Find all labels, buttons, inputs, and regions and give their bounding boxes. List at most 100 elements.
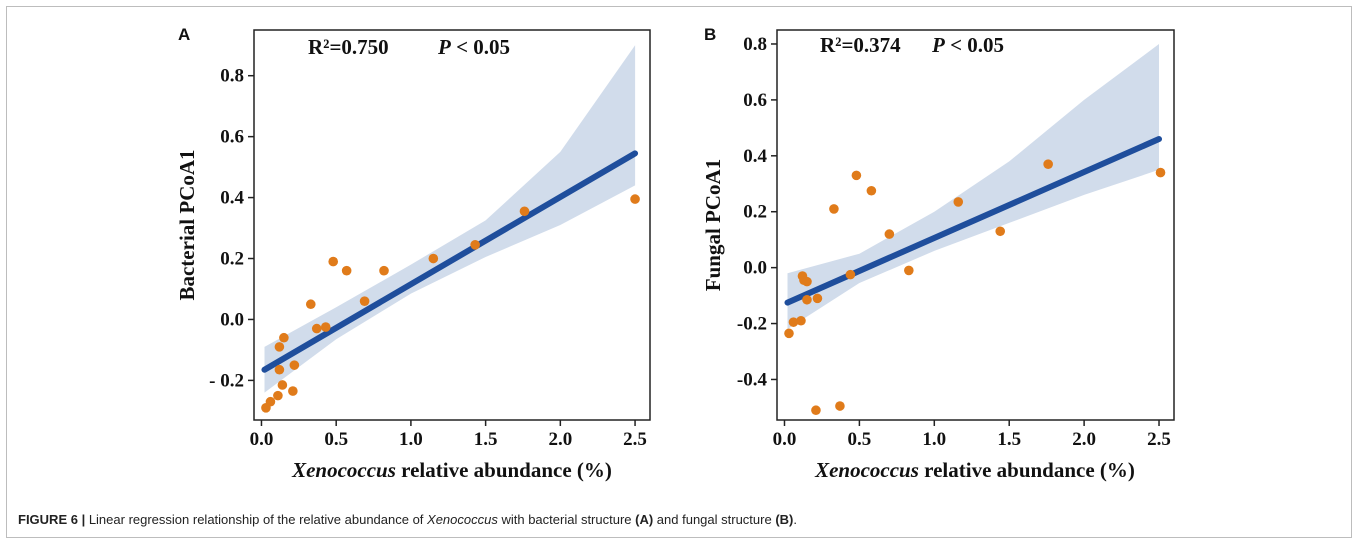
y-tick-label-b-5: 0.6 [743,90,767,111]
data-point-a-19 [630,194,640,204]
data-point-a-18 [519,206,530,217]
points-layer-b [784,159,1166,416]
data-point-b-19 [1155,167,1166,178]
stat-p-label-b: P [931,33,945,57]
y-ticks-b: -0.4 -0.2 0.0 0.2 0.4 0.6 0.8 [737,34,777,390]
caption-text-1: Linear regression relationship of the re… [85,512,428,527]
data-point-b-16 [953,197,964,207]
data-point-a-15 [379,265,389,276]
regression-line-b [784,136,1163,306]
plot-frame-b [776,29,1175,421]
confidence-band-a [264,45,636,393]
data-point-a-8 [289,360,300,370]
y-tick-label-b-6: 0.8 [743,34,767,55]
x-tick-label-b-2: 1.0 [922,429,946,450]
data-point-b-9 [829,204,839,214]
data-point-a-7 [279,332,289,343]
data-point-a-13 [341,265,352,276]
fit-line-layer-a [261,150,639,373]
data-point-a-11 [320,322,331,332]
x-axis-label-a: Xenococcus relative abundance (%) [291,458,612,482]
x-axis-label-rest-a: relative abundance (%) [396,458,612,482]
data-point-b-11 [845,269,856,280]
y-tick-label-a-0: - 0.2 [209,370,244,391]
x-axis-label-b: Xenococcus relative abundance (%) [814,458,1135,482]
panel-a: A R²=0.750 P < 0.05 Xenococcus relative … [175,25,651,482]
data-point-b-7 [811,405,821,416]
data-point-a-17 [470,240,480,250]
figure-frame [6,6,1352,538]
y-tick-label-a-3: 0.4 [220,188,244,209]
data-point-a-3 [277,380,288,390]
y-tick-label-a-2: 0.2 [220,249,244,270]
x-ticks-b: 0.0 0.5 1.0 1.5 2.0 2.5 [773,420,1171,450]
data-point-b-1 [788,317,799,327]
x-tick-label-a-5: 2.5 [623,429,647,450]
y-axis-label-a: Bacterial PCoA1 [175,149,199,300]
stat-p-b: P < 0.05 [931,33,1004,57]
y-tick-label-a-5: 0.8 [220,66,244,87]
data-point-a-1 [265,396,276,407]
data-point-b-8 [812,293,823,304]
points-layer-a [261,194,640,413]
plot-frame-a [253,29,651,421]
caption-genus: Xenococcus [427,512,498,527]
caption-ref-b: (B) [775,512,794,527]
data-point-a-4 [288,386,298,396]
regression-line-a [261,150,639,373]
data-point-a-12 [328,256,339,267]
data-point-b-18 [1043,159,1053,169]
y-tick-label-a-4: 0.6 [220,127,244,148]
confidence-band-layer-a [264,45,636,393]
x-tick-label-a-3: 1.5 [474,429,498,450]
x-tick-label-b-3: 1.5 [997,429,1021,450]
y-tick-label-b-4: 0.4 [743,146,767,167]
data-point-a-9 [305,299,316,310]
confidence-band-layer-b [787,44,1159,330]
stat-p-label-a: P [437,35,451,59]
data-point-b-14 [884,229,895,239]
caption-text-2: with bacterial structure [497,512,636,527]
data-point-b-17 [995,226,1006,237]
y-tick-label-b-1: -0.2 [737,314,767,335]
data-point-a-14 [359,296,370,306]
panel-letter-a: A [178,25,190,44]
stat-p-rest-a: < 0.05 [451,35,510,59]
data-point-b-2 [796,315,806,326]
x-tick-label-a-2: 1.0 [399,429,423,450]
stat-r2-a: R²=0.750 [308,35,389,59]
data-point-a-16 [428,253,439,264]
data-point-b-13 [866,185,877,196]
data-point-b-15 [904,265,914,276]
caption-label: FIGURE 6 | [18,512,86,527]
y-ticks-a: - 0.2 0.0 0.2 0.4 0.6 0.8 [209,66,254,391]
y-axis-label-b: Fungal PCoA1 [701,159,725,291]
panel-letter-b: B [704,25,716,44]
caption-text-4: . [793,512,797,527]
data-point-a-2 [273,390,283,401]
x-axis-label-italic-b: Xenococcus [814,458,919,482]
x-tick-label-a-1: 0.5 [324,429,348,450]
data-point-a-10 [311,323,322,334]
data-point-b-6 [802,294,812,305]
x-axis-label-rest-b: relative abundance (%) [919,458,1135,482]
x-tick-label-a-0: 0.0 [250,429,274,450]
x-axis-label-italic-a: Xenococcus [291,458,396,482]
data-point-b-0 [784,328,794,339]
y-tick-label-a-1: 0.0 [220,309,244,330]
y-tick-label-b-3: 0.2 [743,202,767,223]
figure-caption: FIGURE 6 | Linear regression relationshi… [18,512,797,527]
data-point-a-5 [274,342,285,352]
data-point-b-10 [835,401,845,411]
data-point-b-12 [851,170,862,181]
confidence-band-b [787,44,1159,330]
caption-text-3: and fungal structure [653,512,776,527]
stat-p-a: P < 0.05 [437,35,510,59]
data-point-b-5 [802,276,812,287]
caption-ref-a: (A) [635,512,654,527]
x-tick-label-a-4: 2.0 [548,429,572,450]
data-point-a-6 [274,364,285,375]
x-tick-label-b-5: 2.5 [1147,429,1171,450]
fit-line-layer-b [784,136,1163,306]
